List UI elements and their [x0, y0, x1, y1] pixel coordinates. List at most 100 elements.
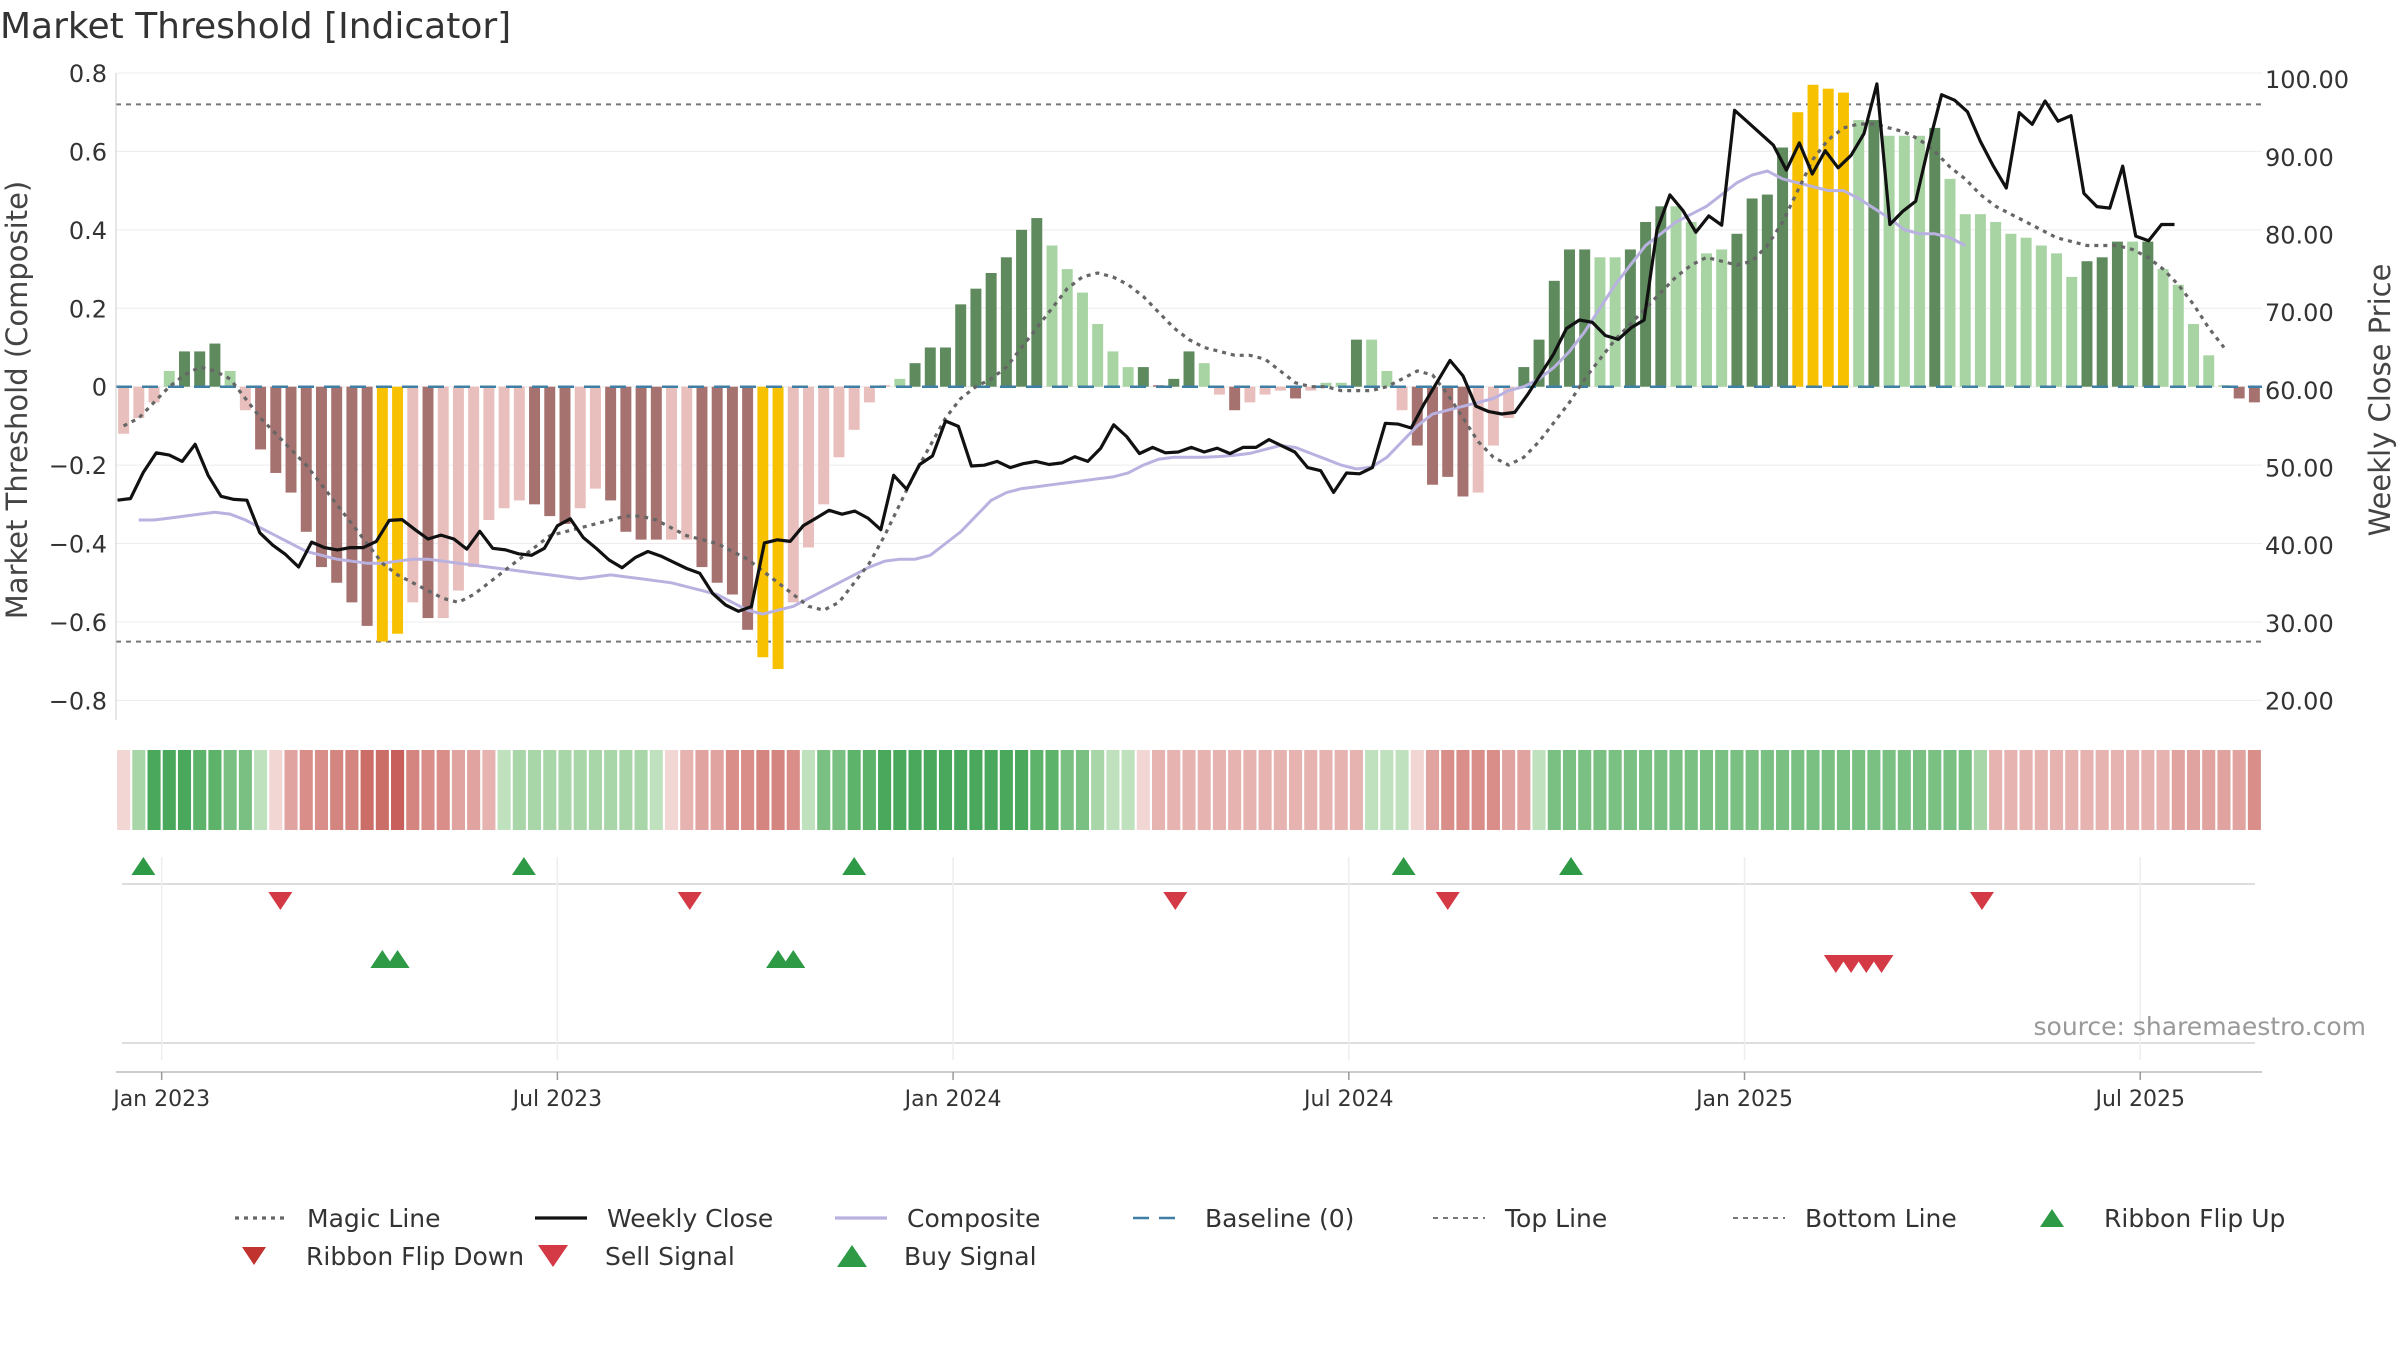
legend-label: Magic Line — [307, 1204, 441, 1233]
ribbon-segment — [2156, 750, 2170, 830]
ribbon-segment — [756, 750, 770, 830]
y-tick-label: −0.6 — [49, 609, 107, 637]
ribbon-flip-down-marker — [1163, 892, 1188, 910]
y2-tick-label: 40.00 — [2265, 532, 2334, 560]
composite-bar — [787, 386, 799, 603]
ribbon-segment — [1410, 750, 1424, 830]
ribbon-segment — [1989, 750, 2003, 830]
ribbon-flip-down-marker — [1435, 892, 1460, 910]
ribbon-segment — [391, 750, 405, 830]
ribbon-segment — [284, 750, 298, 830]
composite-bar — [650, 386, 662, 540]
ribbon-segment — [741, 750, 755, 830]
composite-bar — [711, 386, 723, 583]
ribbon-segment — [147, 750, 161, 830]
buy-signal-marker — [385, 950, 410, 968]
ribbon-segment — [1258, 750, 1272, 830]
composite-bar — [270, 386, 282, 473]
composite-bar — [544, 386, 556, 517]
composite-bar — [940, 347, 951, 387]
y-tick-label: 0.2 — [69, 295, 107, 323]
composite-bar — [1974, 214, 1986, 387]
composite-bar — [1624, 249, 1636, 387]
y-tick-label: 0.4 — [69, 217, 107, 245]
composite-bar — [772, 386, 784, 670]
series-lines — [116, 82, 2262, 616]
ribbon-segment — [893, 750, 907, 830]
composite-bar — [1944, 178, 1956, 387]
ribbon-segment — [467, 750, 481, 830]
composite-bar — [1564, 249, 1575, 387]
legend-label: Buy Signal — [904, 1242, 1037, 1271]
ribbon-segment — [1867, 750, 1881, 830]
ribbon-segment — [1913, 750, 1927, 830]
ribbon-segment — [330, 750, 344, 830]
composite-bar — [1883, 135, 1895, 387]
ribbon-segment — [254, 750, 268, 830]
y2-axis-label: Weekly Close Price — [2363, 264, 2397, 537]
legend-item: Top Line — [1433, 1204, 1607, 1233]
composite-bar — [2066, 276, 2078, 387]
trend-ribbon — [117, 750, 2261, 830]
ribbon-segment — [1182, 750, 1196, 830]
composite-bar — [1533, 339, 1545, 387]
composite-bar — [1183, 351, 1195, 387]
composite-bar — [1274, 386, 1286, 391]
ribbon-segment — [649, 750, 663, 830]
composite-bar — [1929, 127, 1941, 387]
composite-bar — [1487, 386, 1499, 446]
composite-bar — [1396, 386, 1408, 411]
buy-signal-marker — [370, 950, 395, 968]
ribbon-segment — [1395, 750, 1409, 830]
composite-bar — [133, 386, 145, 419]
y-axis-label: Market Threshold (Composite) — [0, 181, 34, 619]
ribbon-segment — [1288, 750, 1303, 830]
composite-bar — [1746, 198, 1758, 387]
composite-bar — [1609, 257, 1621, 387]
composite-bar — [1518, 367, 1530, 387]
y2-tick-label: 90.00 — [2265, 144, 2334, 172]
legend-label: Composite — [907, 1204, 1040, 1233]
composite-bar — [894, 378, 906, 387]
composite-bar — [300, 386, 312, 532]
composite-bar — [757, 386, 769, 658]
ribbon-segment — [573, 750, 587, 830]
composite-bar — [1990, 222, 2002, 387]
composite-bar — [620, 386, 632, 532]
legend-item: Composite — [835, 1204, 1040, 1233]
ribbon-segment — [132, 750, 146, 830]
composite-bar — [1305, 386, 1317, 391]
ribbon-segment — [1015, 750, 1029, 830]
ribbon-segment — [695, 750, 709, 830]
ribbon-segment — [2095, 750, 2109, 830]
composite-bar — [2142, 241, 2154, 387]
ribbon-segment — [1578, 750, 1592, 830]
composite-bar — [1168, 378, 1180, 387]
composite-bar — [437, 386, 449, 619]
ribbon-segment — [1654, 750, 1668, 830]
ribbon-segment — [1273, 750, 1287, 830]
composite-bar — [1853, 120, 1865, 387]
composite-bar — [726, 386, 738, 595]
composite-bar — [1031, 218, 1043, 387]
x-axis: Jan 2023 Jul 2023 Jan 2024 Jul 2024 Jan 2025… — [111, 1072, 2185, 1112]
ribbon-segment — [2202, 750, 2216, 830]
ribbon-segment — [1502, 750, 1516, 830]
ribbon-segment — [2065, 750, 2079, 830]
composite-bar — [970, 288, 982, 387]
ribbon-segment — [1973, 750, 1987, 830]
composite-bar — [1122, 367, 1134, 387]
ribbon-segment — [1776, 750, 1790, 830]
legend-item: Bottom Line — [1733, 1204, 1957, 1233]
ribbon-segment — [1136, 750, 1150, 830]
composite-bar — [194, 351, 206, 387]
x-tick-label: Jul 2023 — [511, 1087, 603, 1112]
ribbon-segment — [1730, 750, 1744, 830]
y2-tick-label: 50.00 — [2265, 455, 2334, 483]
composite-bar — [1914, 135, 1926, 387]
ribbon-segment — [984, 750, 998, 830]
ribbon-segment — [117, 750, 131, 830]
composite-bar — [2188, 323, 2199, 387]
composite-bar — [1731, 233, 1743, 387]
threshold-lines — [116, 103, 2262, 643]
